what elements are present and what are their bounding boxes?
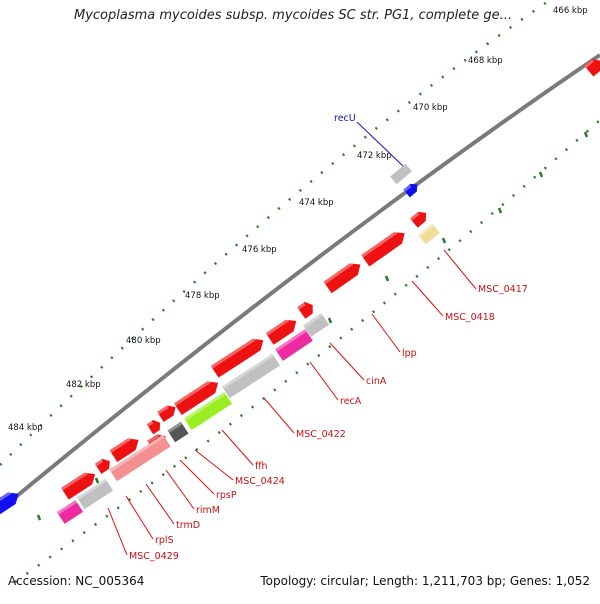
gene-glyph[interactable]: [174, 377, 222, 415]
major-tick: [441, 237, 447, 244]
accession-text: Accession: NC_005364: [8, 574, 145, 588]
major-tick: [583, 131, 589, 138]
gene-glyph[interactable]: [184, 392, 232, 430]
tick-label: 480 kbp: [126, 336, 161, 346]
gene-label-lpp[interactable]: lpp: [402, 348, 417, 359]
gene-label-recA[interactable]: recA: [340, 396, 362, 407]
tick-label: 468 kbp: [468, 56, 503, 66]
label-leader-line: [329, 342, 365, 381]
major-tick: [327, 317, 333, 324]
gene-glyph[interactable]: [265, 315, 300, 345]
label-leader-line: [263, 397, 295, 434]
label-leader-line: [221, 429, 254, 466]
gene-label-MSC_0422[interactable]: MSC_0422: [296, 429, 346, 440]
gene-glyph[interactable]: [146, 418, 164, 435]
gene-glyph[interactable]: [323, 259, 365, 294]
gene-glyph[interactable]: [61, 468, 99, 500]
gene-label-trmD[interactable]: trmD: [176, 520, 200, 531]
major-tick: [538, 171, 544, 178]
label-leader-line: [107, 507, 128, 556]
tick-label: 478 kbp: [185, 291, 220, 301]
label-leader-line: [309, 361, 339, 401]
scale-arc-outer: [0, 0, 551, 466]
gene-glyph[interactable]: [302, 313, 330, 337]
tick-label: 466 kbp: [553, 6, 588, 16]
tick-label: 484 kbp: [8, 423, 43, 433]
gene-label-rimM[interactable]: rimM: [196, 505, 220, 516]
genome-backbone: [0, 53, 600, 512]
label-leader-line: [125, 495, 154, 540]
gene-glyph[interactable]: [94, 456, 113, 474]
label-leader-line: [165, 469, 195, 510]
label-leader-line: [411, 280, 444, 317]
gene-label-ffh[interactable]: ffh: [255, 461, 268, 472]
gene-glyph[interactable]: [275, 329, 313, 361]
gene-glyph[interactable]: [390, 163, 412, 185]
major-tick: [384, 275, 390, 282]
gene-glyph[interactable]: [410, 208, 430, 228]
recU-leader: [356, 121, 404, 167]
major-tick: [94, 477, 100, 484]
scale-arc-inner: [14, 119, 600, 584]
gene-glyph[interactable]: [403, 181, 420, 198]
tick-label: 474 kbp: [299, 198, 334, 208]
gene-glyph[interactable]: [361, 228, 408, 267]
label-leaders: [107, 249, 477, 556]
gene-glyph[interactable]: [76, 478, 114, 510]
gene-label-recU[interactable]: recU: [334, 113, 356, 124]
gene-label-MSC_0418[interactable]: MSC_0418: [445, 312, 495, 323]
label-leader-line: [194, 449, 234, 481]
gene-label-MSC_0417[interactable]: MSC_0417: [478, 284, 528, 295]
gene-track: [0, 55, 600, 524]
label-leader-line: [371, 313, 401, 353]
major-tick: [497, 207, 503, 214]
gene-glyph[interactable]: [167, 421, 189, 443]
tick-label: 476 kbp: [242, 245, 277, 255]
gene-label-rpsP[interactable]: rpsP: [216, 490, 237, 501]
genome-summary: Topology: circular; Length: 1,211,703 bp…: [260, 574, 590, 588]
gene-glyph[interactable]: [0, 488, 22, 517]
label-leader-line: [145, 483, 175, 525]
label-leader-line: [443, 249, 477, 290]
gene-label-cinA[interactable]: cinA: [366, 376, 387, 387]
tick-label: 472 kbp: [357, 151, 392, 161]
tick-label: 482 kbp: [66, 380, 101, 390]
gene-glyph[interactable]: [222, 353, 280, 399]
major-tick: [36, 514, 42, 521]
gene-glyph[interactable]: [157, 402, 179, 422]
gene-label-rplS[interactable]: rplS: [155, 535, 174, 546]
gene-glyph[interactable]: [297, 299, 316, 319]
gene-glyph[interactable]: [109, 434, 171, 482]
genome-title: Mycoplasma mycoides subsp. mycoides SC s…: [74, 8, 513, 23]
gene-glyph[interactable]: [210, 334, 267, 378]
gene-glyph[interactable]: [418, 223, 440, 245]
gene-glyph[interactable]: [109, 434, 143, 463]
gene-glyph[interactable]: [584, 55, 600, 77]
label-leader-line: [179, 459, 215, 495]
tick-label: 470 kbp: [413, 103, 448, 113]
gene-glyph[interactable]: [56, 500, 84, 524]
gene-label-MSC_0429[interactable]: MSC_0429: [129, 551, 179, 562]
gene-label-MSC_0424[interactable]: MSC_0424: [235, 476, 285, 487]
